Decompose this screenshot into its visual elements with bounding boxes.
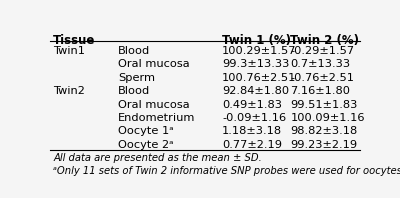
- Text: 100.29±1.57: 100.29±1.57: [222, 46, 296, 56]
- Text: 1.18±3.18: 1.18±3.18: [222, 126, 282, 136]
- Text: Twin 1 (%): Twin 1 (%): [222, 34, 291, 48]
- Text: Sperm: Sperm: [118, 73, 155, 83]
- Text: Twin1: Twin1: [53, 46, 85, 56]
- Text: 0.7±13.33: 0.7±13.33: [290, 59, 350, 69]
- Text: 100.76±2.51: 100.76±2.51: [222, 73, 296, 83]
- Text: All data are presented as the mean ± SD.: All data are presented as the mean ± SD.: [53, 153, 262, 163]
- Text: 92.84±1.80: 92.84±1.80: [222, 86, 289, 96]
- Text: 7.16±1.80: 7.16±1.80: [290, 86, 350, 96]
- Text: -0.29±1.57: -0.29±1.57: [290, 46, 354, 56]
- Text: Oral mucosa: Oral mucosa: [118, 100, 190, 109]
- Text: 99.23±2.19: 99.23±2.19: [290, 140, 357, 150]
- Text: 98.82±3.18: 98.82±3.18: [290, 126, 358, 136]
- Text: Blood: Blood: [118, 46, 150, 56]
- Text: Oocyte 2ᵃ: Oocyte 2ᵃ: [118, 140, 174, 150]
- Text: 100.09±1.16: 100.09±1.16: [290, 113, 365, 123]
- Text: 0.77±2.19: 0.77±2.19: [222, 140, 282, 150]
- Text: Twin2: Twin2: [53, 86, 85, 96]
- Text: Blood: Blood: [118, 86, 150, 96]
- Text: -0.09±1.16: -0.09±1.16: [222, 113, 286, 123]
- Text: -0.76±2.51: -0.76±2.51: [290, 73, 354, 83]
- Text: Oral mucosa: Oral mucosa: [118, 59, 190, 69]
- Text: 99.51±1.83: 99.51±1.83: [290, 100, 358, 109]
- Text: Tissue: Tissue: [53, 34, 96, 48]
- Text: Oocyte 1ᵃ: Oocyte 1ᵃ: [118, 126, 174, 136]
- Text: Twin 2 (%): Twin 2 (%): [290, 34, 359, 48]
- Text: ᵃOnly 11 sets of Twin 2 informative SNP probes were used for oocytes.: ᵃOnly 11 sets of Twin 2 informative SNP …: [53, 166, 400, 176]
- Text: 0.49±1.83: 0.49±1.83: [222, 100, 282, 109]
- Text: 99.3±13.33: 99.3±13.33: [222, 59, 290, 69]
- Text: Endometrium: Endometrium: [118, 113, 196, 123]
